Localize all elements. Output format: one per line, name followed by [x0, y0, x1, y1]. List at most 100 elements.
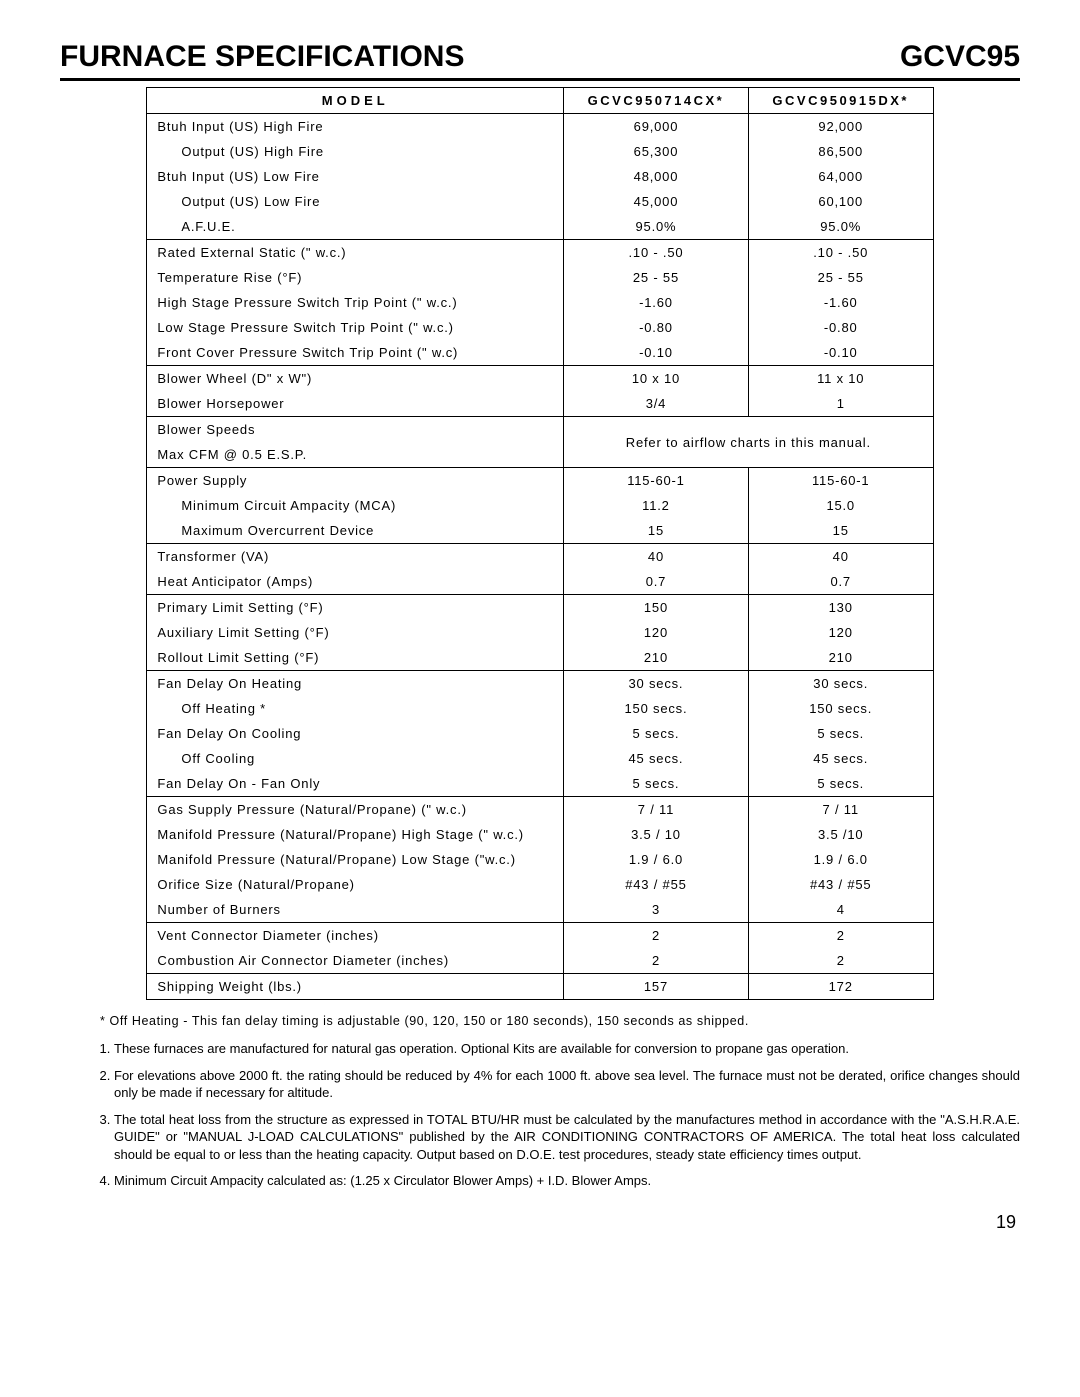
cell-value: 15	[564, 518, 749, 544]
cell-value: 95.0%	[748, 214, 933, 240]
row-label: Number of Burners	[147, 897, 564, 923]
table-row: Fan Delay On Cooling5 secs.5 secs.	[147, 721, 933, 746]
col-header-model: MODEL	[147, 88, 564, 114]
cell-value: 2	[748, 923, 933, 949]
cell-value: 150 secs.	[564, 696, 749, 721]
cell-value: 1.9 / 6.0	[748, 847, 933, 872]
cell-value: 25 - 55	[564, 265, 749, 290]
row-label: Fan Delay On Cooling	[147, 721, 564, 746]
row-label: Gas Supply Pressure (Natural/Propane) ("…	[147, 797, 564, 823]
note-item: The total heat loss from the structure a…	[114, 1111, 1020, 1164]
row-label: Off Heating *	[147, 696, 564, 721]
cell-value: 15	[748, 518, 933, 544]
cell-value: 5 secs.	[748, 771, 933, 797]
row-label: Output (US) Low Fire	[147, 189, 564, 214]
cell-value: 172	[748, 974, 933, 1000]
cell-value: 11.2	[564, 493, 749, 518]
row-label: Off Cooling	[147, 746, 564, 771]
cell-value: 60,100	[748, 189, 933, 214]
col-header-2: GCVC950915DX*	[748, 88, 933, 114]
cell-value: 5 secs.	[564, 721, 749, 746]
model-code: GCVC95	[900, 40, 1020, 74]
cell-value: 45 secs.	[564, 746, 749, 771]
page-header: FURNACE SPECIFICATIONS GCVC95	[60, 40, 1020, 81]
merged-cell: Refer to airflow charts in this manual.	[564, 417, 934, 468]
cell-value: 15.0	[748, 493, 933, 518]
table-row: Blower SpeedsRefer to airflow charts in …	[147, 417, 933, 443]
cell-value: 2	[564, 948, 749, 974]
note-item: For elevations above 2000 ft. the rating…	[114, 1067, 1020, 1102]
table-row: Rated External Static (" w.c.).10 - .50.…	[147, 240, 933, 266]
table-row: Minimum Circuit Ampacity (MCA)11.215.0	[147, 493, 933, 518]
table-row: Power Supply115-60-1115-60-1	[147, 468, 933, 494]
table-row: Blower Horsepower3/41	[147, 391, 933, 417]
table-row: Output (US) High Fire65,30086,500	[147, 139, 933, 164]
table-row: Btuh Input (US) High Fire69,00092,000	[147, 114, 933, 140]
spec-table: MODEL GCVC950714CX* GCVC950915DX* Btuh I…	[146, 87, 933, 1000]
cell-value: 115-60-1	[748, 468, 933, 494]
cell-value: 3	[564, 897, 749, 923]
cell-value: 92,000	[748, 114, 933, 140]
cell-value: 3.5 /10	[748, 822, 933, 847]
page-title: FURNACE SPECIFICATIONS	[60, 40, 464, 74]
cell-value: 45,000	[564, 189, 749, 214]
cell-value: 115-60-1	[564, 468, 749, 494]
row-label: A.F.U.E.	[147, 214, 564, 240]
table-row: Rollout Limit Setting (°F)210210	[147, 645, 933, 671]
table-row: Primary Limit Setting (°F)150130	[147, 595, 933, 621]
cell-value: 7 / 11	[748, 797, 933, 823]
row-label: Blower Horsepower	[147, 391, 564, 417]
col-header-1: GCVC950714CX*	[564, 88, 749, 114]
row-label: Blower Wheel (D" x W")	[147, 366, 564, 392]
cell-value: 48,000	[564, 164, 749, 189]
row-label: Combustion Air Connector Diameter (inche…	[147, 948, 564, 974]
cell-value: .10 - .50	[748, 240, 933, 266]
row-label: Rollout Limit Setting (°F)	[147, 645, 564, 671]
cell-value: 1.9 / 6.0	[564, 847, 749, 872]
cell-value: #43 / #55	[748, 872, 933, 897]
table-row: Combustion Air Connector Diameter (inche…	[147, 948, 933, 974]
cell-value: 30 secs.	[748, 671, 933, 697]
cell-value: 25 - 55	[748, 265, 933, 290]
table-row: Orifice Size (Natural/Propane)#43 / #55#…	[147, 872, 933, 897]
row-label: Temperature Rise (°F)	[147, 265, 564, 290]
row-label: Manifold Pressure (Natural/Propane) High…	[147, 822, 564, 847]
table-row: Front Cover Pressure Switch Trip Point (…	[147, 340, 933, 366]
table-row: Btuh Input (US) Low Fire48,00064,000	[147, 164, 933, 189]
table-row: Blower Wheel (D" x W")10 x 1011 x 10	[147, 366, 933, 392]
table-row: Auxiliary Limit Setting (°F)120120	[147, 620, 933, 645]
cell-value: 5 secs.	[564, 771, 749, 797]
table-row: Manifold Pressure (Natural/Propane) High…	[147, 822, 933, 847]
cell-value: 210	[748, 645, 933, 671]
row-label: Manifold Pressure (Natural/Propane) Low …	[147, 847, 564, 872]
cell-value: 120	[564, 620, 749, 645]
row-label: Orifice Size (Natural/Propane)	[147, 872, 564, 897]
cell-value: -0.10	[748, 340, 933, 366]
cell-value: -0.80	[564, 315, 749, 340]
row-label: Low Stage Pressure Switch Trip Point (" …	[147, 315, 564, 340]
row-label: Minimum Circuit Ampacity (MCA)	[147, 493, 564, 518]
cell-value: 120	[748, 620, 933, 645]
cell-value: -1.60	[748, 290, 933, 315]
table-row: Maximum Overcurrent Device1515	[147, 518, 933, 544]
table-row: Number of Burners34	[147, 897, 933, 923]
row-label: Btuh Input (US) High Fire	[147, 114, 564, 140]
table-row: High Stage Pressure Switch Trip Point ("…	[147, 290, 933, 315]
cell-value: 3.5 / 10	[564, 822, 749, 847]
cell-value: 95.0%	[564, 214, 749, 240]
cell-value: 4	[748, 897, 933, 923]
table-row: Low Stage Pressure Switch Trip Point (" …	[147, 315, 933, 340]
row-label: Rated External Static (" w.c.)	[147, 240, 564, 266]
cell-value: -0.80	[748, 315, 933, 340]
note-item: Minimum Circuit Ampacity calculated as: …	[114, 1172, 1020, 1190]
row-label: High Stage Pressure Switch Trip Point ("…	[147, 290, 564, 315]
cell-value: #43 / #55	[564, 872, 749, 897]
table-row: Output (US) Low Fire45,00060,100	[147, 189, 933, 214]
footnote: * Off Heating - This fan delay timing is…	[100, 1014, 1020, 1028]
cell-value: 130	[748, 595, 933, 621]
row-label: Primary Limit Setting (°F)	[147, 595, 564, 621]
cell-value: 64,000	[748, 164, 933, 189]
table-row: Fan Delay On Heating30 secs.30 secs.	[147, 671, 933, 697]
table-row: Shipping Weight (lbs.)157172	[147, 974, 933, 1000]
table-row: A.F.U.E.95.0%95.0%	[147, 214, 933, 240]
